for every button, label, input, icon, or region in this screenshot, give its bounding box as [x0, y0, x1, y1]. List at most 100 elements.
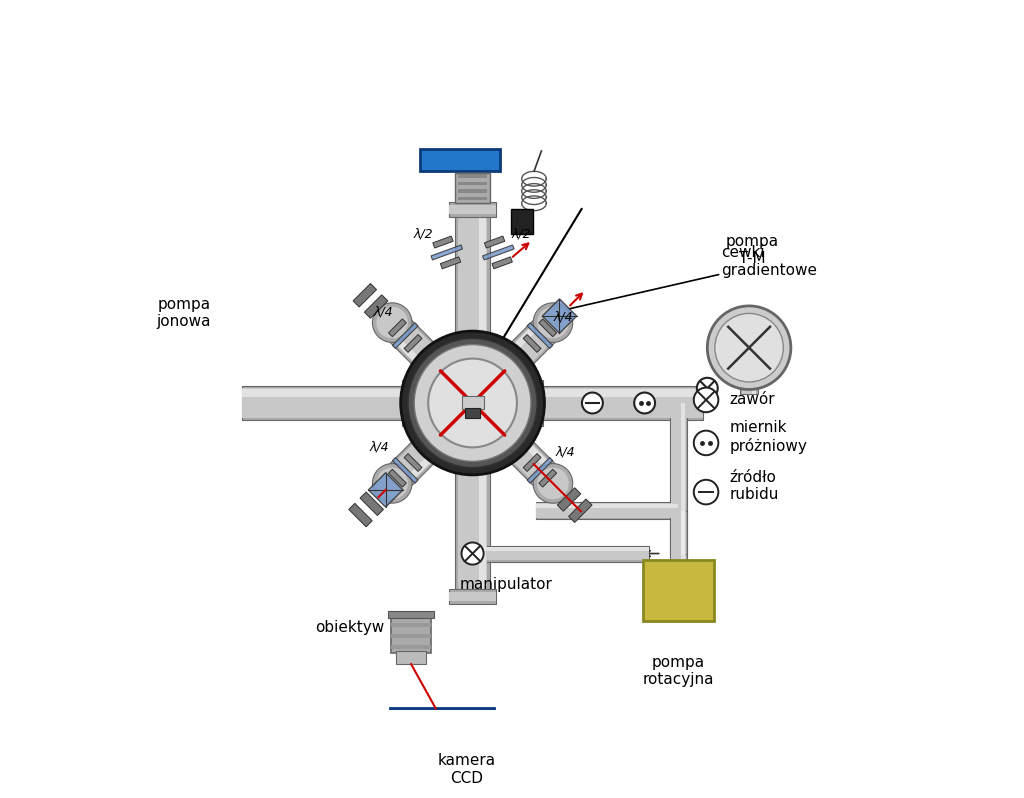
Text: źródło
rubidu: źródło rubidu: [729, 470, 779, 502]
Bar: [242, 389, 410, 397]
Bar: [456, 209, 489, 340]
Bar: [752, 389, 756, 394]
Polygon shape: [543, 299, 577, 334]
Bar: [391, 613, 431, 653]
Bar: [450, 589, 496, 604]
Bar: [483, 547, 649, 560]
Bar: [456, 466, 489, 597]
Polygon shape: [431, 245, 463, 260]
Bar: [420, 149, 500, 172]
Bar: [670, 511, 687, 554]
Bar: [528, 380, 544, 426]
Polygon shape: [365, 294, 388, 318]
Text: kamera
CCD: kamera CCD: [437, 753, 496, 786]
Polygon shape: [492, 257, 512, 269]
Text: manipulator: manipulator: [460, 577, 553, 592]
Bar: [464, 314, 549, 399]
Text: λ/4: λ/4: [374, 306, 393, 318]
Bar: [242, 389, 410, 417]
Circle shape: [428, 358, 517, 448]
Bar: [458, 175, 487, 178]
Text: zawór: zawór: [729, 393, 775, 408]
Polygon shape: [527, 457, 553, 483]
Bar: [391, 623, 431, 626]
Text: cewki
gradientowe: cewki gradientowe: [722, 246, 817, 278]
Circle shape: [534, 464, 572, 504]
Polygon shape: [539, 469, 557, 487]
Bar: [463, 314, 562, 413]
Circle shape: [534, 302, 572, 342]
Bar: [681, 511, 685, 554]
Bar: [395, 650, 426, 664]
Bar: [670, 403, 687, 559]
Polygon shape: [392, 457, 418, 483]
Bar: [465, 408, 480, 418]
Bar: [450, 592, 496, 601]
Bar: [463, 393, 562, 492]
Bar: [450, 202, 496, 217]
Circle shape: [694, 388, 719, 413]
Bar: [462, 312, 564, 414]
Bar: [511, 209, 532, 234]
Bar: [671, 511, 686, 554]
Bar: [381, 312, 483, 414]
Polygon shape: [388, 319, 407, 337]
Bar: [456, 172, 489, 203]
Polygon shape: [523, 334, 541, 353]
Bar: [156, 363, 211, 443]
Text: obiektyw: obiektyw: [315, 620, 384, 634]
Polygon shape: [369, 472, 402, 507]
Text: λ/2: λ/2: [414, 227, 433, 240]
Polygon shape: [433, 236, 454, 248]
Bar: [458, 196, 487, 200]
Bar: [643, 559, 714, 621]
Bar: [242, 385, 410, 421]
Bar: [450, 205, 496, 214]
Polygon shape: [349, 504, 372, 527]
Bar: [483, 547, 649, 551]
Text: λ/4: λ/4: [553, 310, 573, 324]
Bar: [383, 326, 469, 412]
Circle shape: [377, 306, 408, 338]
Circle shape: [538, 468, 568, 500]
Circle shape: [697, 377, 718, 399]
Bar: [462, 392, 564, 494]
Polygon shape: [440, 257, 461, 269]
Bar: [740, 389, 758, 394]
Bar: [389, 709, 494, 730]
Polygon shape: [568, 499, 592, 523]
Polygon shape: [360, 492, 384, 516]
Bar: [681, 403, 685, 559]
Bar: [536, 504, 679, 508]
Bar: [458, 189, 487, 193]
Bar: [478, 209, 486, 340]
Bar: [536, 389, 703, 397]
Polygon shape: [527, 323, 553, 349]
Bar: [458, 466, 487, 597]
Bar: [401, 380, 417, 426]
Bar: [536, 504, 679, 518]
Bar: [531, 380, 541, 426]
Bar: [536, 502, 679, 519]
Bar: [478, 466, 486, 597]
Circle shape: [538, 306, 568, 338]
Bar: [391, 634, 431, 638]
Circle shape: [373, 302, 412, 342]
Bar: [381, 392, 483, 494]
Bar: [383, 314, 482, 413]
Circle shape: [694, 431, 719, 455]
Circle shape: [373, 464, 412, 504]
Circle shape: [708, 306, 791, 389]
Polygon shape: [404, 453, 422, 472]
Bar: [396, 407, 481, 492]
Circle shape: [715, 314, 783, 382]
Bar: [388, 610, 434, 618]
Bar: [404, 380, 414, 426]
Bar: [458, 209, 487, 340]
Text: pompa
rotacyjna: pompa rotacyjna: [643, 655, 714, 687]
Polygon shape: [404, 334, 422, 353]
Circle shape: [634, 393, 655, 413]
Bar: [671, 403, 686, 559]
Circle shape: [582, 393, 603, 413]
Bar: [462, 396, 483, 409]
